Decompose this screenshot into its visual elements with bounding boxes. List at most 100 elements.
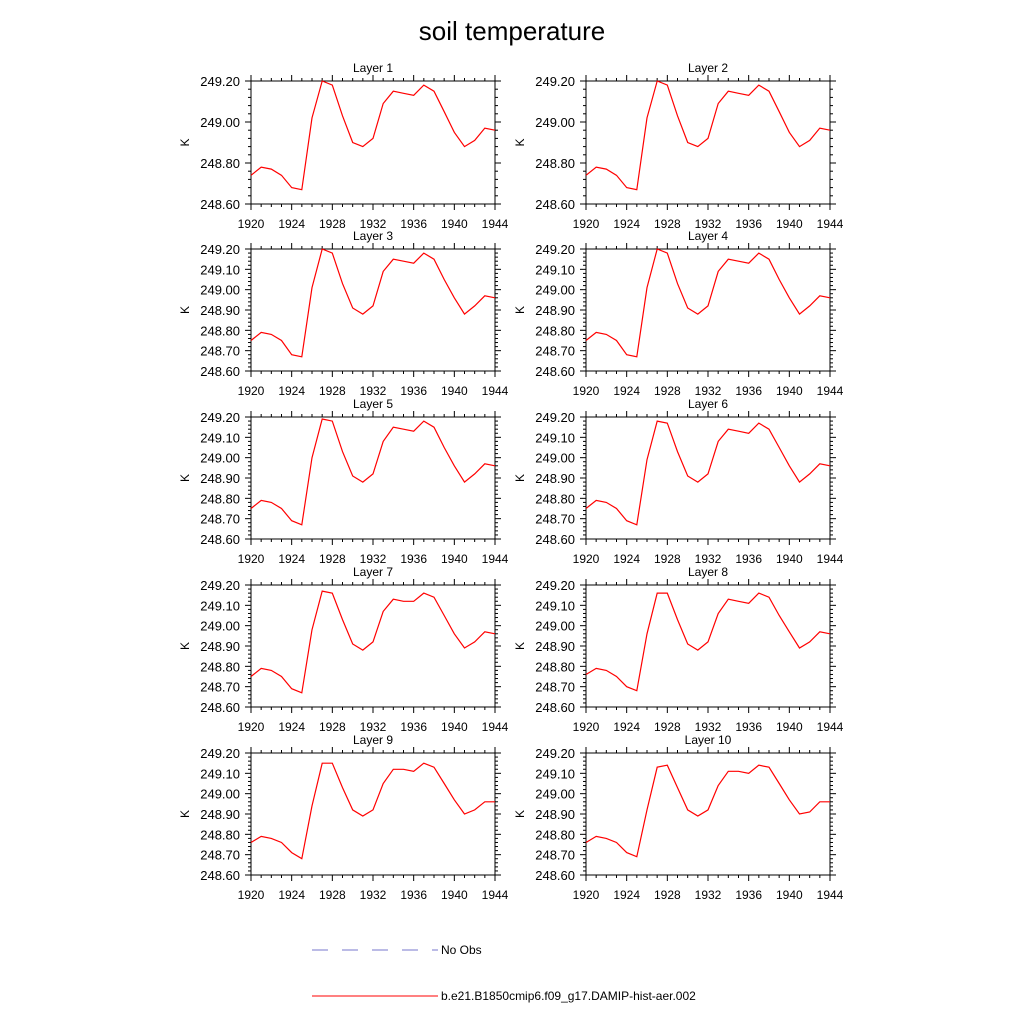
x-tick-label: 1944: [817, 217, 844, 231]
x-tick-label: 1944: [817, 720, 844, 734]
series-line-model: [585, 420, 831, 526]
x-tick-label: 1928: [654, 720, 681, 734]
panel-layer-8: Layer 8 K 1920 1924 1928 1932 1936 1940 1944 248.…: [513, 565, 844, 734]
x-tick-label: 1928: [319, 217, 346, 231]
x-tick-label: 1928: [319, 384, 346, 398]
y-tick-label: 248.80: [535, 323, 575, 338]
x-tick-label: 1928: [654, 888, 681, 902]
x-tick-label: 1924: [278, 217, 305, 231]
x-tick-label: 1920: [238, 888, 265, 902]
y-axis-label: K: [513, 474, 527, 482]
x-tick-label: 1936: [400, 552, 427, 566]
panel-layer-9: Layer 9 K 1920 1924 1928 1932 1936 1940 1944 248.…: [178, 733, 509, 902]
panel-title: Layer 1: [353, 61, 393, 75]
y-tick-label: 249.00: [200, 451, 240, 466]
x-tick-label: 1940: [441, 384, 468, 398]
x-tick-label: 1932: [360, 552, 387, 566]
y-tick-label: 249.00: [535, 787, 575, 802]
legend: No Obs b.e21.B1850cmip6.f09_g17.DAMIP-hi…: [312, 943, 696, 1003]
x-tick-label: 1920: [238, 720, 265, 734]
y-axis-label: K: [178, 642, 192, 650]
y-tick-label: 248.70: [535, 344, 575, 359]
y-tick-label: 249.20: [200, 242, 240, 257]
x-tick-label: 1932: [695, 552, 722, 566]
x-tick-label: 1920: [573, 888, 600, 902]
x-tick-label: 1940: [441, 720, 468, 734]
legend-label-no-obs: No Obs: [441, 943, 482, 957]
panel-layer-2: Layer 2 K 1920 1924 1928 1932 1936 1940 1944 248.…: [513, 61, 844, 231]
panel-title: Layer 6: [688, 397, 728, 411]
panel-title: Layer 9: [353, 733, 393, 747]
x-tick-label: 1936: [400, 384, 427, 398]
series-line-model: [250, 418, 496, 526]
y-tick-label: 248.90: [535, 303, 575, 318]
x-tick-label: 1944: [482, 384, 509, 398]
panel-layer-4: Layer 4 K 1920 1924 1928 1932 1936 1940 1944 248.…: [513, 229, 844, 398]
y-tick-label: 248.90: [535, 639, 575, 654]
y-tick-label: 249.10: [535, 766, 575, 781]
x-tick-label: 1944: [817, 384, 844, 398]
x-tick-label: 1940: [776, 217, 803, 231]
x-tick-label: 1928: [319, 888, 346, 902]
y-tick-label: 249.10: [535, 430, 575, 445]
x-tick-label: 1944: [817, 552, 844, 566]
y-tick-label: 249.00: [535, 619, 575, 634]
y-tick-label: 249.20: [535, 746, 575, 761]
y-tick-label: 249.20: [535, 242, 575, 257]
y-tick-label: 249.00: [200, 115, 240, 130]
y-tick-label: 248.60: [535, 364, 575, 379]
y-tick-label: 248.70: [200, 848, 240, 863]
x-tick-label: 1940: [441, 888, 468, 902]
panel-layer-3: Layer 3 K 1920 1924 1928 1932 1936 1940 1944 248.…: [178, 229, 509, 398]
y-tick-label: 249.00: [200, 283, 240, 298]
x-tick-label: 1928: [654, 384, 681, 398]
x-tick-label: 1924: [613, 217, 640, 231]
x-tick-label: 1944: [817, 888, 844, 902]
y-tick-label: 248.80: [200, 156, 240, 171]
y-tick-label: 248.60: [535, 868, 575, 883]
y-tick-label: 249.20: [535, 578, 575, 593]
x-tick-label: 1932: [360, 384, 387, 398]
y-axis-label: K: [178, 474, 192, 482]
y-tick-label: 249.10: [535, 262, 575, 277]
y-tick-label: 249.00: [535, 451, 575, 466]
x-tick-label: 1924: [613, 384, 640, 398]
x-tick-label: 1936: [400, 217, 427, 231]
series-line-model: [250, 80, 496, 191]
y-tick-label: 249.10: [200, 262, 240, 277]
x-tick-label: 1932: [695, 384, 722, 398]
y-tick-label: 248.60: [200, 532, 240, 547]
y-tick-label: 248.60: [535, 532, 575, 547]
x-tick-label: 1940: [776, 888, 803, 902]
y-tick-label: 249.20: [535, 410, 575, 425]
y-tick-label: 248.90: [200, 807, 240, 822]
y-tick-label: 248.70: [200, 680, 240, 695]
x-tick-label: 1936: [735, 384, 762, 398]
y-axis-label: K: [513, 642, 527, 650]
x-tick-label: 1932: [695, 720, 722, 734]
y-tick-label: 248.60: [200, 700, 240, 715]
panel-title: Layer 10: [685, 733, 732, 747]
y-tick-label: 248.80: [200, 827, 240, 842]
panel-title: Layer 5: [353, 397, 393, 411]
x-tick-label: 1936: [735, 888, 762, 902]
y-tick-label: 248.90: [200, 471, 240, 486]
y-tick-label: 248.90: [535, 807, 575, 822]
x-tick-label: 1940: [441, 217, 468, 231]
panel-layer-6: Layer 6 K 1920 1924 1928 1932 1936 1940 1944 248.…: [513, 397, 844, 566]
x-tick-label: 1928: [654, 217, 681, 231]
y-tick-label: 249.00: [200, 787, 240, 802]
y-tick-label: 248.70: [535, 680, 575, 695]
panel-title: Layer 7: [353, 565, 393, 579]
y-tick-label: 248.80: [535, 659, 575, 674]
panel-title: Layer 2: [688, 61, 728, 75]
x-tick-label: 1940: [776, 384, 803, 398]
panel-title: Layer 8: [688, 565, 728, 579]
x-tick-label: 1936: [735, 720, 762, 734]
y-tick-label: 249.00: [535, 115, 575, 130]
y-axis-label: K: [513, 306, 527, 314]
panel-layer-1: Layer 1 K 1920 1924 1928 1932 1936 1940 1944 248.…: [178, 61, 509, 231]
series-line-model: [250, 590, 496, 694]
y-tick-label: 249.20: [535, 74, 575, 89]
